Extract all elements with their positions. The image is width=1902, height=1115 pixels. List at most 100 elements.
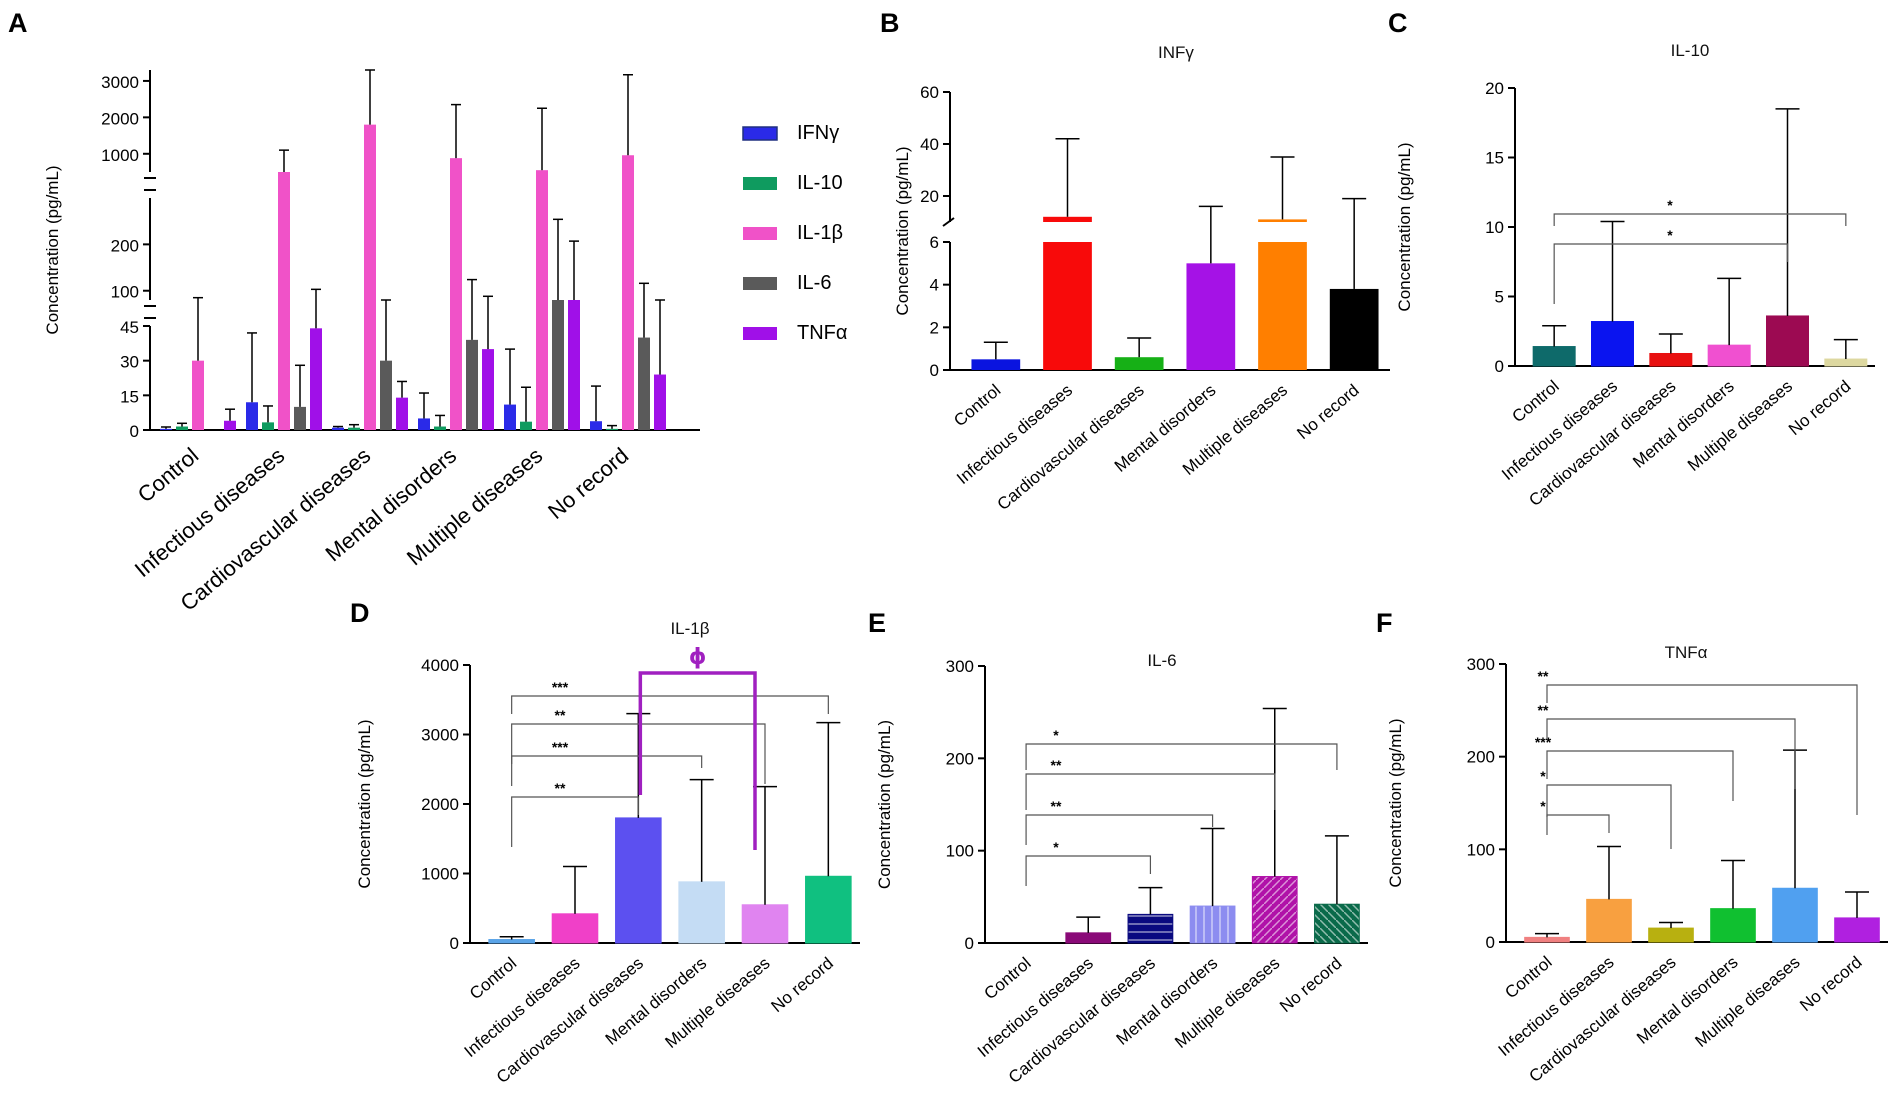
panel-a-bar-mental-disorders-il-10 bbox=[434, 426, 446, 430]
panel-a-bar-mental-disorders-il-1 bbox=[450, 158, 462, 430]
panel-b-y-tick-label-6: 6 bbox=[930, 233, 939, 252]
panel-f-category-label-control: Control bbox=[1501, 953, 1555, 1003]
panel-d-significance-bracket-4-label: ** bbox=[555, 780, 566, 796]
panel-a-bar-cardiovascular-diseases-il-1 bbox=[364, 124, 376, 431]
panel-c-y-tick-label-5: 5 bbox=[1495, 288, 1504, 307]
panel-d-bar-cardiovascular-diseases bbox=[615, 817, 662, 944]
panel-b-bar-multiple-diseases bbox=[1258, 242, 1307, 370]
panel-d-significance-bracket-1 bbox=[511, 695, 829, 714]
panel-d-bar-mental-disorders bbox=[678, 881, 725, 944]
panel-e-significance-bracket-2 bbox=[1025, 773, 1276, 810]
panel-d-y-axis-label: Concentration (pg/mL) bbox=[355, 719, 374, 888]
panel-a-bar-control-tnf bbox=[224, 420, 236, 430]
panel-b-y-tick-label-40: 40 bbox=[920, 135, 939, 154]
panel-a-category-label-infectious-diseases: Infectious diseases bbox=[130, 443, 289, 582]
panel-a-bar-no-record-il-10 bbox=[606, 428, 618, 430]
panel-label-e: E bbox=[868, 608, 886, 638]
panel-a-legend-tnf-label: TNFα bbox=[797, 322, 847, 344]
panel-a-category-label-control: Control bbox=[133, 443, 203, 508]
panel-d-bar-no-record bbox=[805, 875, 852, 944]
panel-c-bar-multiple-diseases bbox=[1766, 315, 1809, 367]
panel-a-bar-infectious-diseases-tnf bbox=[310, 328, 322, 430]
panel-b-title: INFγ bbox=[1158, 43, 1194, 62]
panel-a-bar-no-record-il-1 bbox=[622, 155, 634, 430]
panel-e-significance-bracket-4 bbox=[1025, 855, 1152, 886]
panel-b-axis-break-mark bbox=[942, 217, 955, 227]
panel-c-y-tick-label-10: 10 bbox=[1485, 218, 1504, 237]
panel-d-phi-bracket bbox=[638, 671, 757, 850]
panel-c-significance-bracket-2-label: * bbox=[1667, 227, 1673, 243]
panel-e-significance-bracket-3 bbox=[1025, 814, 1214, 845]
panel-a-y-tick-label-100: 100 bbox=[111, 283, 139, 302]
panel-b-bar-infectious-diseases-upper-segment bbox=[1043, 216, 1092, 222]
panel-a-y-tick-label-45: 45 bbox=[120, 318, 139, 337]
panel-c-category-label-control: Control bbox=[1509, 377, 1563, 427]
panel-f-category-label-infectious-diseases: Infectious diseases bbox=[1495, 953, 1618, 1060]
panel-a-bar-multiple-diseases-tnf bbox=[568, 300, 580, 430]
panel-b-bar-multiple-diseases-upper-segment bbox=[1258, 219, 1307, 222]
panel-a-bar-multiple-diseases-il-6 bbox=[552, 300, 564, 430]
panel-e-bar-mental-disorders bbox=[1189, 905, 1236, 944]
panel-e-bar-multiple-diseases bbox=[1251, 876, 1298, 944]
panel-e-title: IL-6 bbox=[1147, 651, 1176, 670]
panel-e-category-label-infectious-diseases: Infectious diseases bbox=[974, 954, 1097, 1061]
panel-a-bar-cardiovascular-diseases-tnf bbox=[396, 397, 408, 430]
panel-e-significance-bracket-1 bbox=[1025, 743, 1338, 770]
panel-c-significance-bracket-2 bbox=[1553, 243, 1789, 304]
panel-b-y-tick-label-4: 4 bbox=[930, 276, 939, 295]
panel-f-significance-bracket-2-label: ** bbox=[1538, 702, 1549, 718]
panel-a-y-tick-label-1000: 1000 bbox=[101, 146, 139, 165]
panel-c-category-label-no-record: No record bbox=[1785, 377, 1854, 440]
panel-d-category-label-infectious-diseases: Infectious diseases bbox=[461, 954, 584, 1061]
panel-c-significance-bracket-1 bbox=[1553, 213, 1847, 226]
panel-b-y-tick-label-60: 60 bbox=[920, 83, 939, 102]
panel-a-bar-mental-disorders-il-6 bbox=[466, 339, 478, 430]
panel-c-category-label-mental-disorders: Mental disorders bbox=[1629, 377, 1737, 472]
panel-e-significance-bracket-1-label: * bbox=[1053, 727, 1059, 743]
panel-c-bar-cardiovascular-diseases bbox=[1649, 352, 1693, 367]
panel-a-legend-il-10-label: IL-10 bbox=[797, 172, 843, 194]
panel-d-category-label-no-record: No record bbox=[768, 954, 837, 1017]
panel-d-significance-bracket-1-label: *** bbox=[552, 679, 569, 695]
panel-d-significance-bracket-2-label: ** bbox=[555, 707, 566, 723]
panel-label-d: D bbox=[350, 598, 370, 628]
panel-d-significance-bracket-3-label: *** bbox=[552, 739, 569, 755]
panel-b: INFγ 0 2 4 6 20 40 60 Concentration (pg/mL) Contr… bbox=[893, 43, 1390, 514]
panel-a-bar-no-record-il-6 bbox=[638, 337, 650, 430]
panel-a-bar-cardiovascular-diseases-ifn bbox=[332, 427, 344, 430]
panel-b-bar-cardiovascular-diseases bbox=[1114, 357, 1164, 370]
panel-a-legend-il-6-swatch bbox=[743, 277, 777, 290]
panel-b-y-tick-label-20: 20 bbox=[920, 187, 939, 206]
panel-f-bar-cardiovascular-diseases bbox=[1648, 927, 1694, 943]
panel-c-bar-mental-disorders bbox=[1707, 344, 1751, 367]
panel-d-bar-control bbox=[488, 939, 535, 944]
panel-b-category-label-cardiovascular-diseases: Cardiovascular diseases bbox=[994, 381, 1148, 515]
panel-d-y-tick-label-4000: 4000 bbox=[421, 656, 459, 675]
panel-label-a: A bbox=[8, 8, 28, 38]
panel-f-bar-control bbox=[1524, 936, 1570, 943]
panel-a-y-tick-label-3000: 3000 bbox=[101, 73, 139, 92]
panel-e-category-label-multiple-diseases: Multiple diseases bbox=[1171, 954, 1283, 1052]
panel-f-title: TNFα bbox=[1665, 643, 1708, 662]
panel-f-significance-bracket-5 bbox=[1546, 814, 1610, 835]
panel-f-category-label-no-record: No record bbox=[1796, 953, 1865, 1016]
panel-b-bar-no-record bbox=[1329, 288, 1379, 370]
panel-f-significance-bracket-1-label: ** bbox=[1538, 668, 1549, 684]
panel-c-y-axis-label: Concentration (pg/mL) bbox=[1395, 142, 1414, 311]
panel-e-significance-bracket-3-label: ** bbox=[1051, 798, 1062, 814]
panel-f-significance-bracket-4 bbox=[1546, 784, 1672, 849]
panel-c-category-label-multiple-diseases: Multiple diseases bbox=[1684, 377, 1796, 475]
panel-b-y-tick-label-2: 2 bbox=[930, 318, 939, 337]
panel-b-bar-infectious-diseases bbox=[1043, 242, 1092, 370]
panel-c-bar-control bbox=[1532, 346, 1576, 367]
panel-e-significance-bracket-2-label: ** bbox=[1051, 757, 1062, 773]
panel-f-bar-mental-disorders bbox=[1710, 908, 1756, 943]
panel-d-title: IL-1β bbox=[670, 619, 709, 638]
panel-c-title: IL-10 bbox=[1671, 41, 1710, 60]
panel-f-significance-bracket-3-label: *** bbox=[1535, 734, 1552, 750]
panel-a: 0 15 30 45 100 200 1000 2000 3000 Concentration (… bbox=[43, 69, 847, 616]
panel-d-bar-multiple-diseases bbox=[741, 904, 789, 944]
panel-f-y-axis-label: Concentration (pg/mL) bbox=[1386, 718, 1405, 887]
